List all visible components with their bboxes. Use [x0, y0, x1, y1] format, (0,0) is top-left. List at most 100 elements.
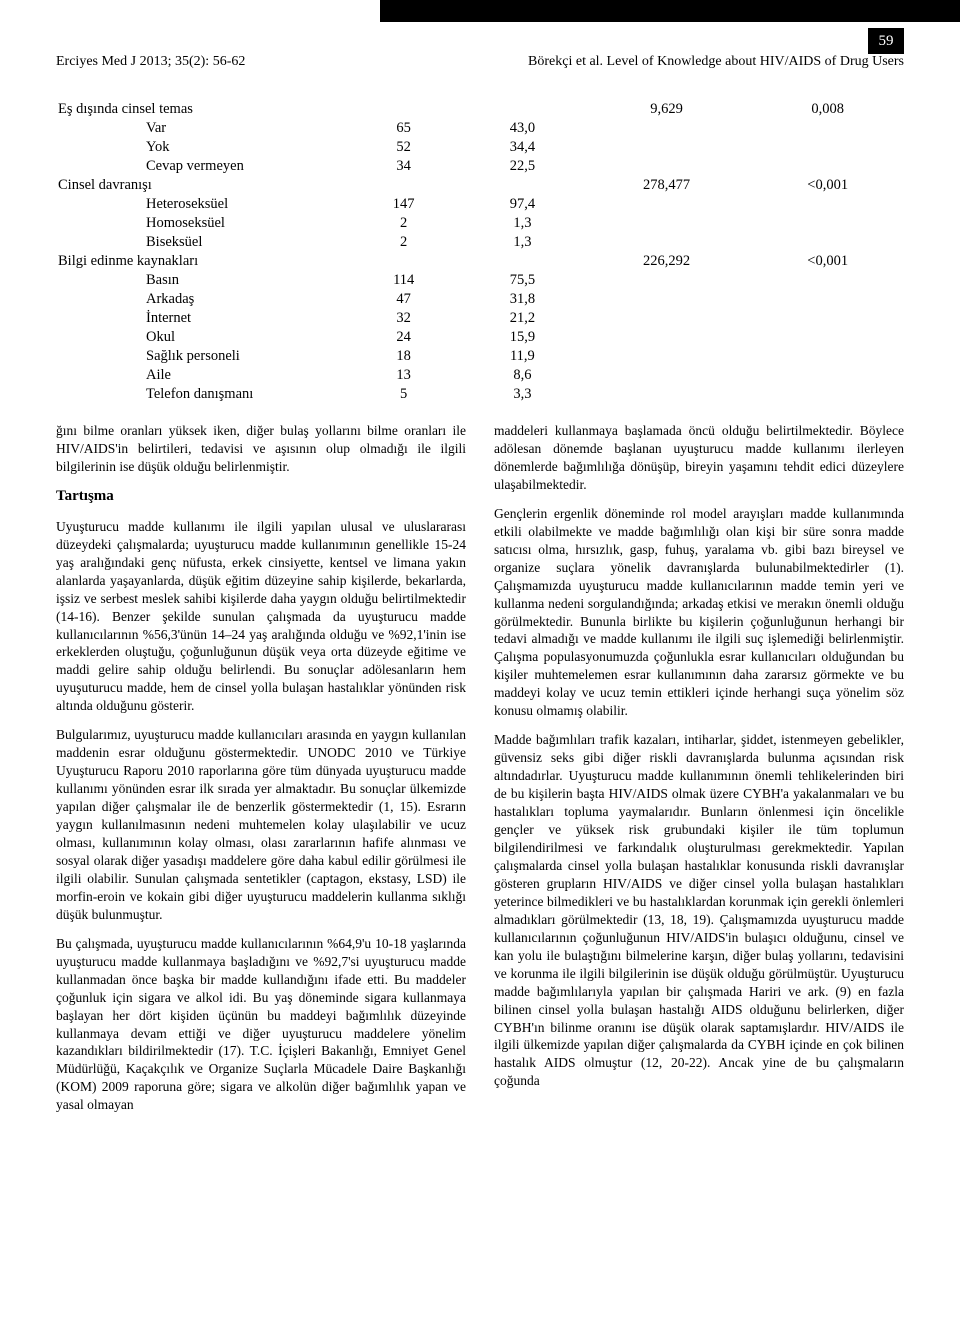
cell-empty: [751, 119, 904, 138]
body-text-columns: ğını bilme oranları yüksek iken, diğer b…: [56, 422, 904, 1114]
row-pct: 31,8: [463, 290, 582, 309]
cell-empty: [751, 385, 904, 404]
body-paragraph: maddeleri kullanmaya başlamada öncü oldu…: [494, 422, 904, 494]
cell-empty: [463, 252, 582, 271]
table-row: İnternet3221,2: [56, 309, 904, 328]
page-number-box: 59: [868, 28, 904, 54]
row-label: İnternet: [56, 309, 344, 328]
table-row: Sağlık personeli1811,9: [56, 347, 904, 366]
cell-empty: [582, 347, 752, 366]
table-row: Yok5234,4: [56, 138, 904, 157]
row-label: Sağlık personeli: [56, 347, 344, 366]
row-n: 147: [344, 195, 463, 214]
cell-empty: [751, 233, 904, 252]
cell-empty: [582, 328, 752, 347]
row-pct: 11,9: [463, 347, 582, 366]
page: Erciyes Med J 2013; 35(2): 56-62 Börekçi…: [0, 0, 960, 1338]
cell-empty: [751, 157, 904, 176]
row-label: Aile: [56, 366, 344, 385]
table-row: Homoseksüel21,3: [56, 214, 904, 233]
cell-empty: [751, 290, 904, 309]
p-value: <0,001: [751, 252, 904, 271]
row-n: 18: [344, 347, 463, 366]
cell-empty: [751, 309, 904, 328]
row-n: 65: [344, 119, 463, 138]
intro-fragment: ğını bilme oranları yüksek iken, diğer b…: [56, 422, 466, 476]
cell-empty: [344, 100, 463, 119]
cell-empty: [582, 233, 752, 252]
cell-empty: [582, 138, 752, 157]
p-value: 0,008: [751, 100, 904, 119]
row-n: 34: [344, 157, 463, 176]
row-pct: 22,5: [463, 157, 582, 176]
cell-empty: [463, 176, 582, 195]
row-pct: 1,3: [463, 233, 582, 252]
cell-empty: [344, 252, 463, 271]
row-pct: 97,4: [463, 195, 582, 214]
journal-reference: Erciyes Med J 2013; 35(2): 56-62: [56, 54, 245, 70]
row-n: 114: [344, 271, 463, 290]
table-row: Arkadaş4731,8: [56, 290, 904, 309]
table-row: Basın11475,5: [56, 271, 904, 290]
row-label: Biseksüel: [56, 233, 344, 252]
cell-empty: [751, 366, 904, 385]
row-label: Cevap vermeyen: [56, 157, 344, 176]
row-n: 5: [344, 385, 463, 404]
row-label: Okul: [56, 328, 344, 347]
body-paragraph: Uyuşturucu madde kullanımı ile ilgili ya…: [56, 518, 466, 715]
row-n: 24: [344, 328, 463, 347]
cell-empty: [751, 195, 904, 214]
running-title: Börekçi et al. Level of Knowledge about …: [528, 54, 904, 70]
row-pct: 15,9: [463, 328, 582, 347]
row-pct: 43,0: [463, 119, 582, 138]
row-n: 47: [344, 290, 463, 309]
cell-empty: [751, 214, 904, 233]
cell-empty: [582, 366, 752, 385]
chi-square-value: 226,292: [582, 252, 752, 271]
row-label: Arkadaş: [56, 290, 344, 309]
cell-empty: [751, 328, 904, 347]
row-label: Var: [56, 119, 344, 138]
table-row: Okul2415,9: [56, 328, 904, 347]
cell-empty: [582, 385, 752, 404]
row-label: Basın: [56, 271, 344, 290]
cell-empty: [463, 100, 582, 119]
row-n: 13: [344, 366, 463, 385]
cell-empty: [582, 195, 752, 214]
header-decorative-bar: [380, 0, 960, 22]
row-pct: 8,6: [463, 366, 582, 385]
cell-empty: [582, 290, 752, 309]
cell-empty: [751, 347, 904, 366]
row-pct: 34,4: [463, 138, 582, 157]
cell-empty: [751, 138, 904, 157]
group-label: Cinsel davranışı: [56, 176, 344, 195]
cell-empty: [582, 309, 752, 328]
page-number: 59: [879, 33, 894, 50]
cell-empty: [582, 271, 752, 290]
row-label: Yok: [56, 138, 344, 157]
table-group-row: Eş dışında cinsel temas9,6290,008: [56, 100, 904, 119]
chi-square-value: 278,477: [582, 176, 752, 195]
row-pct: 3,3: [463, 385, 582, 404]
table-row: Heteroseksüel14797,4: [56, 195, 904, 214]
group-label: Bilgi edinme kaynakları: [56, 252, 344, 271]
cell-empty: [751, 271, 904, 290]
table-row: Telefon danışmanı53,3: [56, 385, 904, 404]
data-table: Eş dışında cinsel temas9,6290,008Var6543…: [56, 100, 904, 404]
chi-square-value: 9,629: [582, 100, 752, 119]
table-group-row: Bilgi edinme kaynakları 226,292<0,001: [56, 252, 904, 271]
cell-empty: [582, 157, 752, 176]
cell-empty: [344, 176, 463, 195]
table-row: Aile138,6: [56, 366, 904, 385]
p-value: <0,001: [751, 176, 904, 195]
table-body: Eş dışında cinsel temas9,6290,008Var6543…: [56, 100, 904, 404]
table-row: Var6543,0: [56, 119, 904, 138]
row-pct: 21,2: [463, 309, 582, 328]
row-label: Heteroseksüel: [56, 195, 344, 214]
body-paragraph: Bu çalışmada, uyuşturucu madde kullanıcı…: [56, 935, 466, 1115]
cell-empty: [582, 214, 752, 233]
row-n: 52: [344, 138, 463, 157]
row-label: Telefon danışmanı: [56, 385, 344, 404]
row-pct: 75,5: [463, 271, 582, 290]
row-label: Homoseksüel: [56, 214, 344, 233]
